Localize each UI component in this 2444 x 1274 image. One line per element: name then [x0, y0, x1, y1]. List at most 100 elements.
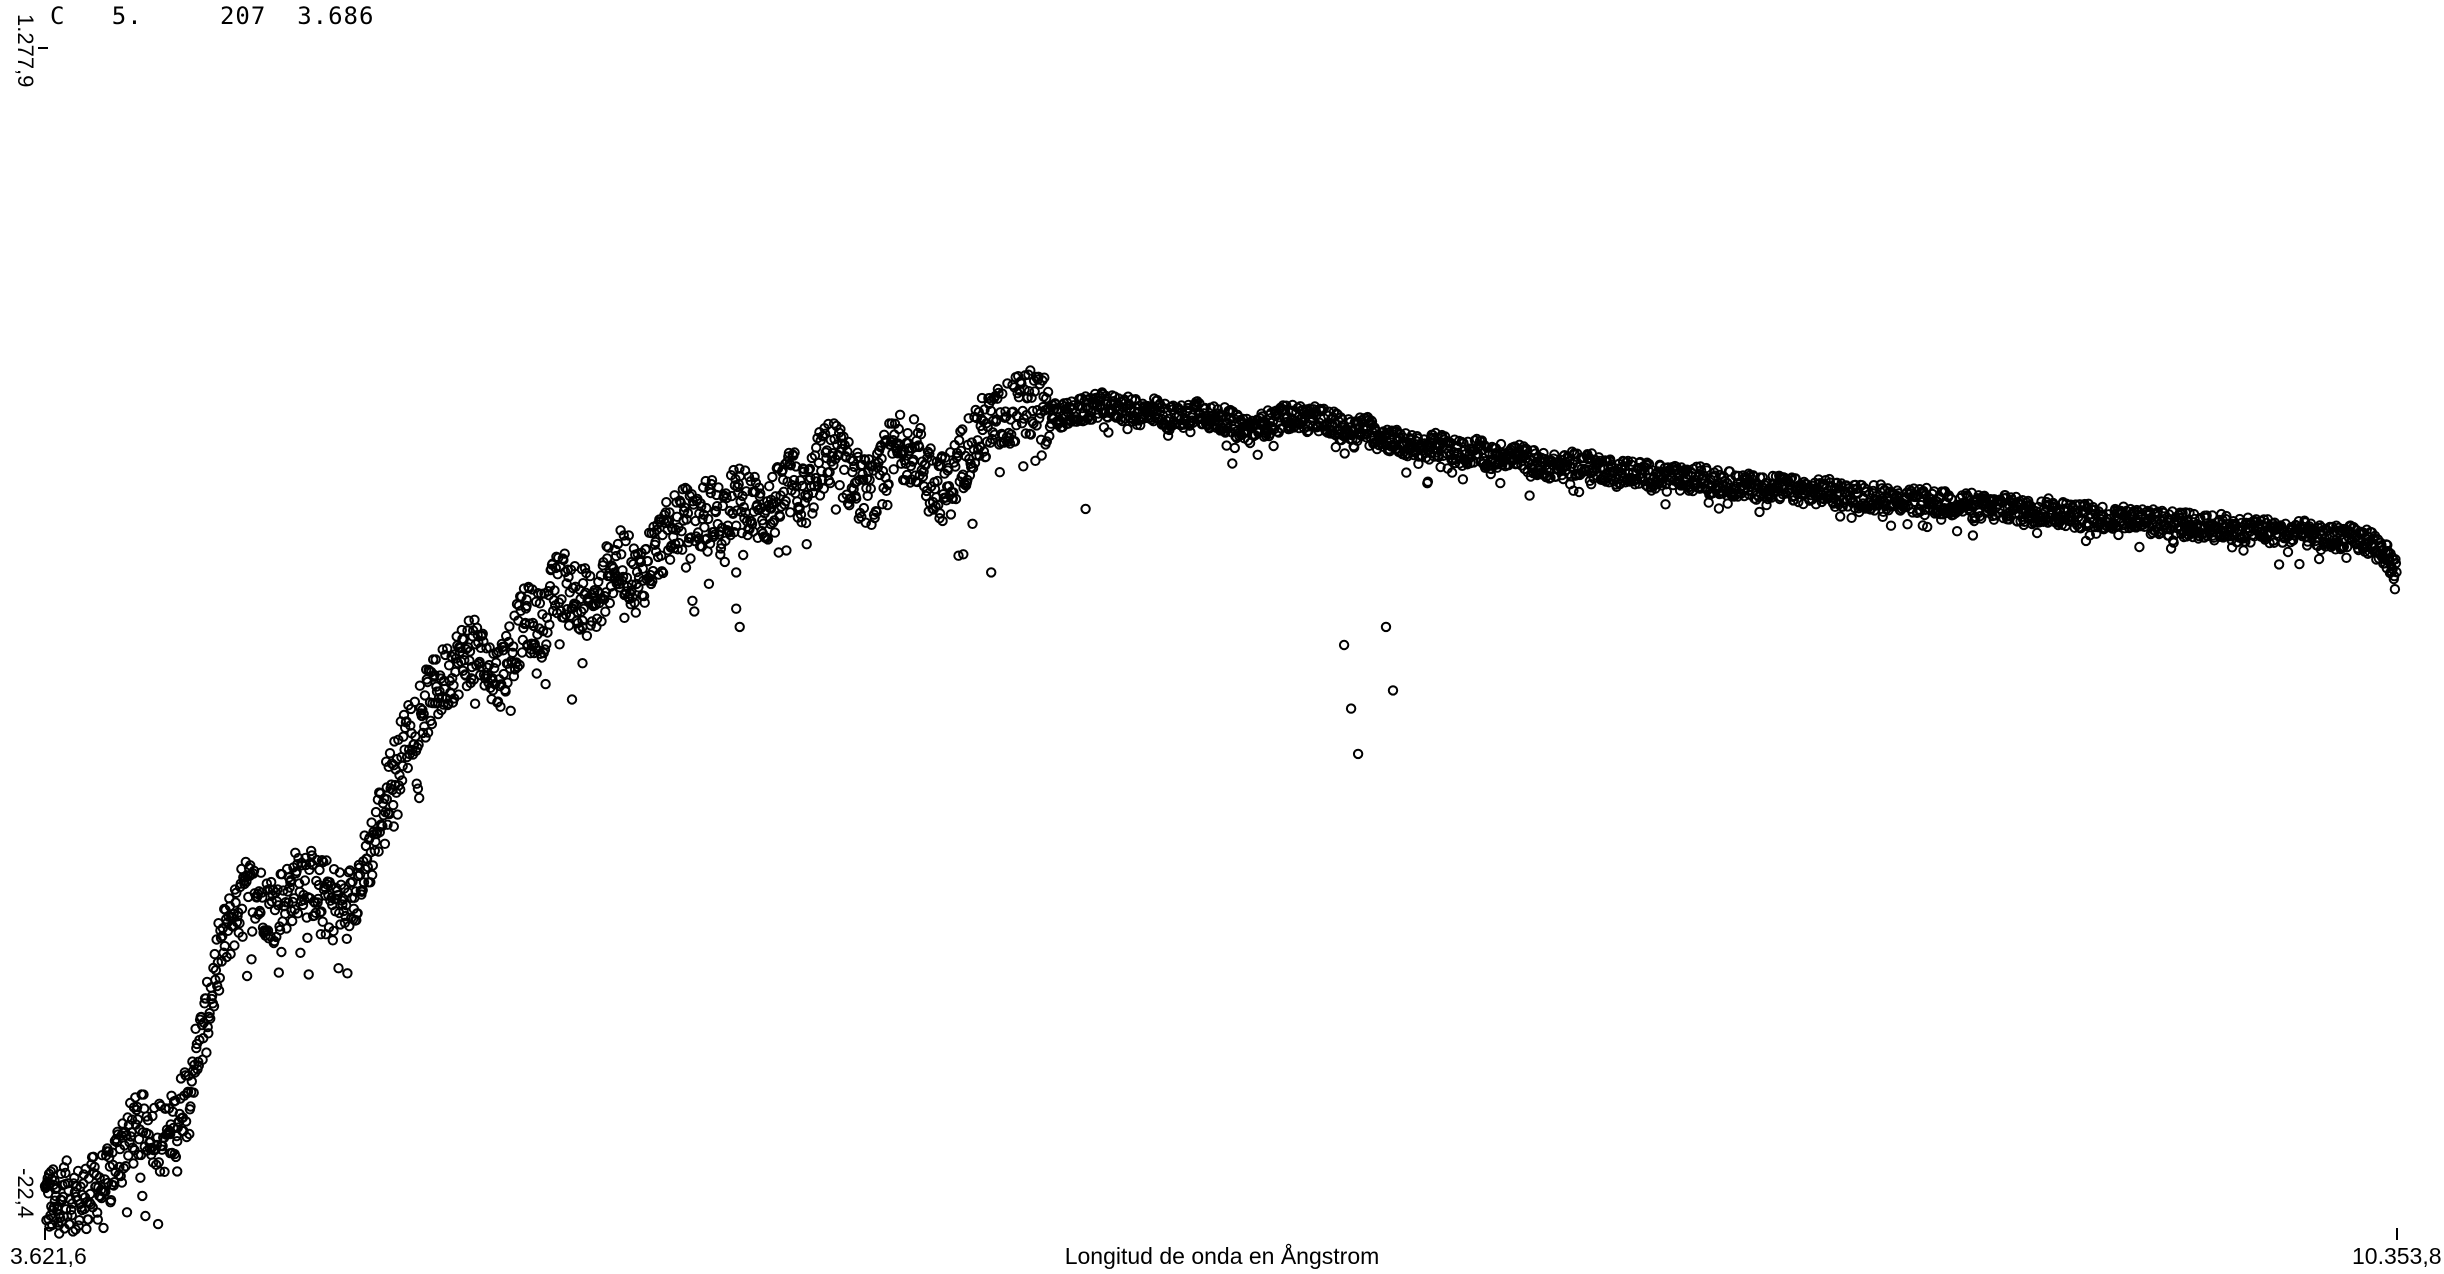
data-point-3309: [2134, 541, 2145, 553]
data-point-528: [367, 860, 378, 871]
data-point-80: [83, 1214, 94, 1225]
data-point-1277: [843, 436, 854, 448]
data-point-1330: [877, 499, 888, 510]
data-point-1270: [839, 464, 850, 475]
data-point-725: [492, 696, 504, 707]
data-point-1211: [801, 539, 812, 550]
data-point-990: [661, 497, 672, 508]
data-point-1053: [701, 502, 712, 514]
data-point-636: [436, 704, 447, 716]
data-point-53: [65, 1204, 77, 1216]
data-point-157: [132, 1101, 143, 1113]
data-point-1370: [902, 428, 913, 439]
data-point-894: [600, 606, 611, 617]
axis-ticks: [38, 47, 2398, 1240]
data-point-1254: [828, 418, 840, 429]
data-point-3636: [2341, 541, 2353, 553]
data-point-45: [60, 1204, 72, 1215]
data-point-352: [255, 867, 267, 878]
data-point-583: [402, 762, 413, 774]
data-point-968: [647, 576, 658, 587]
data-point-427: [303, 969, 314, 980]
data-point-955: [638, 590, 650, 602]
data-point-1014: [676, 526, 687, 537]
data-point-1434: [943, 462, 954, 474]
data-point-2838: [1835, 511, 1846, 522]
data-point-2890: [1868, 485, 1879, 497]
data-point-2174: [1413, 458, 1424, 469]
data-point-610: [419, 690, 431, 701]
data-point-1780: [1162, 430, 1174, 441]
data-point-1670: [1093, 408, 1104, 419]
data-point-104: [98, 1222, 109, 1234]
data-point-449: [317, 916, 328, 927]
data-point-865: [581, 630, 593, 641]
data-point-1138: [755, 488, 766, 499]
data-point-579: [400, 722, 411, 733]
data-point-2382: [1545, 472, 1556, 483]
data-point-1490: [978, 446, 990, 457]
data-point-748: [507, 647, 518, 658]
data-point-384: [276, 946, 287, 958]
data-point-1331: [877, 465, 889, 477]
data-point-1072: [713, 482, 724, 493]
data-point-2661: [1722, 498, 1733, 509]
data-point-594: [409, 696, 420, 707]
data-point-1329: [876, 453, 887, 464]
data-point-1519: [997, 388, 1008, 399]
data-point-287: [214, 972, 226, 984]
data-point-1015: [677, 544, 688, 555]
data-point-3446: [2221, 510, 2232, 522]
data-point-923: [618, 530, 629, 541]
data-point-1493: [980, 451, 991, 462]
data-point-1645: [1077, 402, 1088, 414]
data-point-2345: [1521, 444, 1533, 456]
data-point-1366: [900, 475, 911, 486]
dip-point-3730: [1338, 639, 1350, 651]
dip-point-3744: [626, 585, 637, 596]
data-point-1129: [749, 471, 760, 483]
data-point-1028: [685, 553, 696, 564]
data-point-2273: [1476, 440, 1487, 451]
data-point-190: [152, 1218, 164, 1230]
data-point-1318: [869, 512, 880, 524]
data-point-1556: [1020, 428, 1032, 439]
data-point-1024: [682, 507, 694, 519]
data-point-378: [272, 884, 283, 895]
data-point-1112: [738, 502, 749, 513]
data-point-800: [540, 678, 551, 690]
data-point-3672: [2364, 547, 2376, 558]
data-point-1946: [1268, 440, 1279, 452]
data-point-919: [616, 549, 627, 560]
data-point-627: [430, 654, 441, 665]
data-point-2722: [1761, 499, 1772, 511]
data-point-973: [650, 536, 661, 548]
data-point-614: [422, 676, 433, 688]
data-point-3715: [2390, 554, 2401, 565]
data-point-440: [311, 854, 323, 866]
data-point-791: [534, 598, 546, 609]
data-point-1425: [937, 515, 948, 527]
data-point-162: [135, 1172, 146, 1183]
data-point-46: [61, 1155, 72, 1166]
data-point-615: [422, 727, 434, 738]
data-point-2515: [1629, 479, 1641, 490]
data-point-410: [292, 908, 304, 919]
data-point-1100: [731, 520, 742, 531]
data-point-2101: [1366, 416, 1378, 427]
data-point-2565: [1661, 486, 1673, 497]
data-point-859: [577, 578, 589, 589]
x-min-label: 3.621,6: [10, 1243, 87, 1269]
data-point-1446: [950, 493, 962, 505]
data-point-1303: [859, 454, 871, 466]
data-point-94: [92, 1207, 103, 1218]
data-point-1161: [769, 527, 781, 538]
data-point-1220: [807, 508, 818, 519]
data-point-633: [434, 686, 445, 697]
data-point-3561: [2294, 558, 2305, 570]
data-point-722: [490, 657, 502, 668]
data-point-1577: [1034, 413, 1045, 424]
data-point-822: [554, 639, 565, 650]
data-point-482: [338, 905, 349, 917]
